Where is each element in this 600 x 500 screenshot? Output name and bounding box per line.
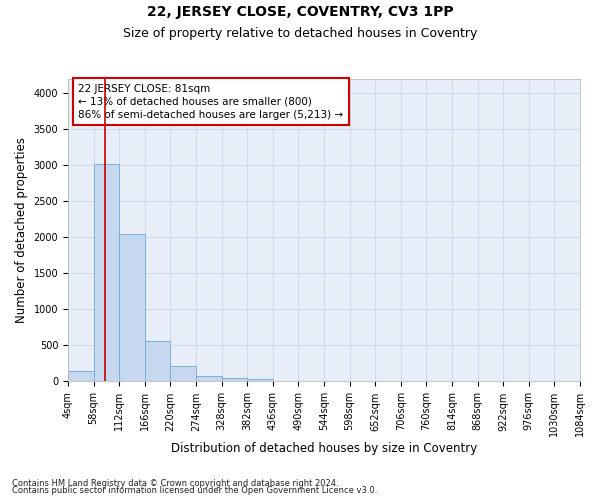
Text: Size of property relative to detached houses in Coventry: Size of property relative to detached ho… bbox=[123, 28, 477, 40]
Bar bbox=[196, 376, 221, 382]
Text: 22, JERSEY CLOSE, COVENTRY, CV3 1PP: 22, JERSEY CLOSE, COVENTRY, CV3 1PP bbox=[146, 5, 454, 19]
Bar bbox=[68, 372, 94, 382]
Bar bbox=[170, 366, 196, 382]
Text: Contains HM Land Registry data © Crown copyright and database right 2024.: Contains HM Land Registry data © Crown c… bbox=[12, 478, 338, 488]
Y-axis label: Number of detached properties: Number of detached properties bbox=[15, 137, 28, 323]
Bar bbox=[119, 234, 145, 382]
Bar bbox=[221, 378, 247, 382]
Text: 22 JERSEY CLOSE: 81sqm
← 13% of detached houses are smaller (800)
86% of semi-de: 22 JERSEY CLOSE: 81sqm ← 13% of detached… bbox=[78, 84, 343, 120]
Bar bbox=[94, 164, 119, 382]
Bar bbox=[247, 378, 273, 382]
Text: Contains public sector information licensed under the Open Government Licence v3: Contains public sector information licen… bbox=[12, 486, 377, 495]
Bar bbox=[145, 341, 170, 382]
X-axis label: Distribution of detached houses by size in Coventry: Distribution of detached houses by size … bbox=[171, 442, 477, 455]
